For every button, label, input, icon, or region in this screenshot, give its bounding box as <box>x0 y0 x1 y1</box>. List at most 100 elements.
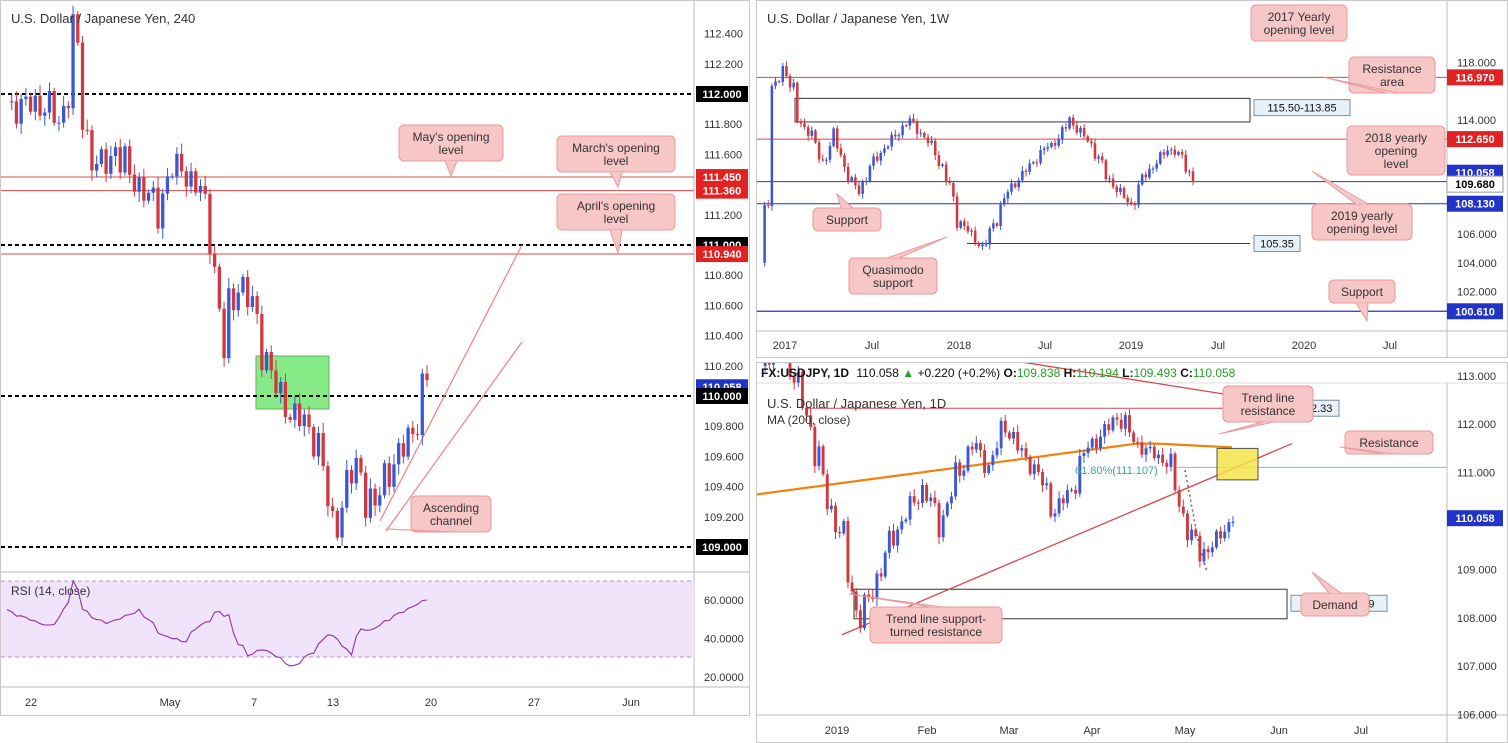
candle <box>146 192 151 201</box>
candle <box>999 420 1003 449</box>
candle <box>850 582 854 592</box>
x-tick-label: Jul <box>865 340 879 352</box>
callout-text: Quasimodo <box>862 263 924 277</box>
callout-text: channel <box>430 514 472 528</box>
candle <box>817 446 821 466</box>
candle <box>970 446 974 450</box>
candle <box>1090 141 1093 144</box>
candle <box>1136 441 1140 443</box>
x-tick-label: Jul <box>1211 340 1225 352</box>
candle <box>999 204 1002 226</box>
candle <box>1045 483 1049 486</box>
candle <box>835 128 839 149</box>
y-tick-label: 102.000 <box>1457 286 1497 298</box>
candle <box>1148 168 1151 178</box>
candle <box>264 351 269 371</box>
x-tick-label: 22 <box>25 697 37 709</box>
candle <box>312 427 316 457</box>
candle <box>948 181 952 184</box>
callout-pointer <box>1339 446 1396 455</box>
callout-pointer <box>385 528 458 533</box>
price-tag-label: 109.000 <box>702 542 742 554</box>
candle <box>799 121 803 124</box>
x-tick-label: Mar <box>1000 725 1019 737</box>
candle <box>1053 142 1057 146</box>
callout-text: level <box>1384 157 1409 171</box>
candle <box>1108 178 1111 180</box>
price-tag-label: 108.130 <box>1455 199 1495 211</box>
candle <box>995 223 999 226</box>
price-tag <box>696 86 748 102</box>
candle <box>1181 506 1185 514</box>
candle <box>850 177 854 182</box>
callout-pointer <box>1311 571 1342 594</box>
callout-2017-open <box>1250 4 1348 42</box>
candle <box>770 85 774 206</box>
callout-text: Trend line support- <box>886 612 986 626</box>
candle <box>1028 163 1031 172</box>
candle <box>137 177 141 192</box>
candle <box>803 123 806 128</box>
candle <box>1024 448 1028 457</box>
candle <box>1013 183 1017 188</box>
candle <box>926 137 930 144</box>
candle <box>984 244 988 246</box>
x-tick-label: Feb <box>918 725 937 737</box>
candle <box>425 373 429 381</box>
candle <box>198 185 203 193</box>
candle <box>1010 183 1013 192</box>
candle <box>1180 151 1184 155</box>
close-value: 110.058 <box>1192 366 1236 380</box>
candle <box>941 515 945 538</box>
candle <box>863 594 866 629</box>
candle <box>66 106 70 109</box>
candle <box>1094 438 1098 448</box>
candle <box>387 463 391 487</box>
candle <box>1115 417 1119 420</box>
callout-text: Resistance <box>1359 436 1419 450</box>
candle <box>1061 127 1064 140</box>
callout-pointer <box>1218 421 1275 435</box>
x-tick-label: 2017 <box>773 340 797 352</box>
y-tick-label: 111.600 <box>704 149 742 161</box>
price-tag-label: 110.940 <box>702 249 741 261</box>
x-tick-label: Jul <box>1354 725 1368 737</box>
callout-text: March's opening <box>572 141 660 155</box>
callout-text: 2019 yearly <box>1331 209 1393 223</box>
callout-pointer <box>609 229 623 255</box>
candle <box>805 407 808 416</box>
callout-text: Support <box>1341 285 1384 299</box>
candle <box>1128 415 1131 433</box>
candle <box>373 488 377 506</box>
ma-200-line <box>757 442 1233 496</box>
candle <box>236 292 240 311</box>
candle <box>99 149 104 164</box>
candle <box>916 502 920 504</box>
candle <box>896 529 900 546</box>
candle <box>118 147 122 173</box>
candle <box>406 427 410 457</box>
candle <box>179 153 184 172</box>
callout-text: Ascending <box>423 501 479 515</box>
y-tick-label: 112.200 <box>704 59 743 71</box>
candle <box>1074 489 1078 494</box>
symbol-label: FX:USDJPY, 1D <box>761 366 850 380</box>
candle <box>354 457 358 484</box>
candle <box>359 457 363 473</box>
channel-line <box>379 244 523 522</box>
candle <box>1184 154 1188 172</box>
candle <box>846 520 850 583</box>
candle <box>189 171 193 187</box>
candle <box>1017 180 1021 188</box>
price-tag <box>1447 131 1503 148</box>
callout-pointer <box>886 236 948 259</box>
resistance-area-label <box>1253 99 1351 117</box>
candle <box>857 185 861 194</box>
candle <box>1050 142 1053 147</box>
candle <box>834 505 837 533</box>
candle <box>1186 513 1189 541</box>
candle <box>1173 149 1177 155</box>
callout-text: opening level <box>1327 222 1398 236</box>
callout-pointer <box>609 171 623 189</box>
rsi-tick-label: 20.0000 <box>704 672 744 684</box>
